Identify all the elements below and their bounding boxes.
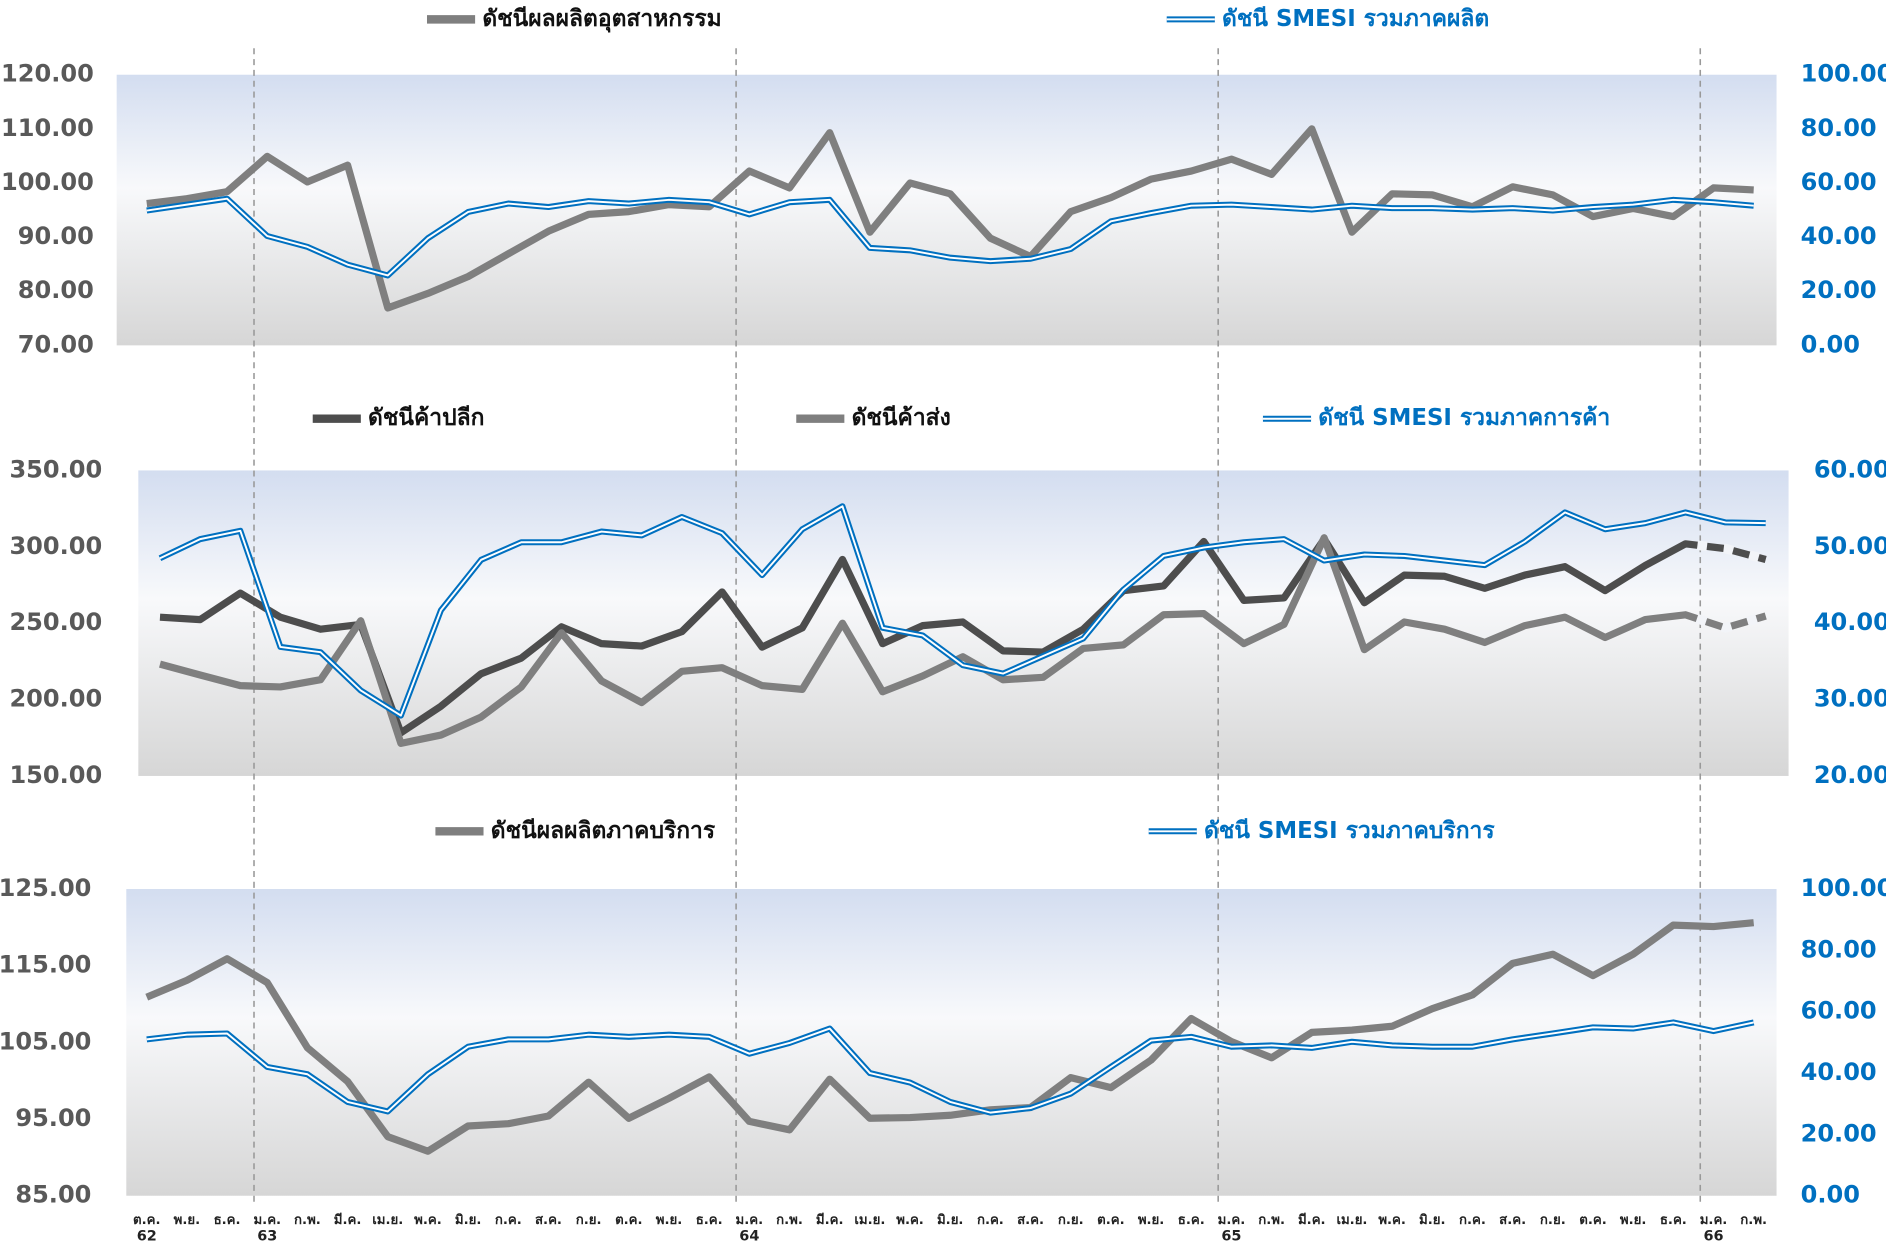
x-tick-label: ธ.ค. [1178,1213,1205,1228]
series-line-inner [159,505,1766,717]
x-tick-label: ก.ค. [1459,1213,1486,1228]
x-year-label: 63 [257,1229,277,1244]
y2-tick-label: 30.00 [1814,685,1886,713]
y-tick-label: 200.00 [9,685,102,713]
x-tick-label: พ.ย. [1138,1213,1165,1228]
y-tick-label: 115.00 [0,951,91,979]
x-tick-label: เม.ย. [1336,1213,1367,1228]
x-tick-label: ก.ย. [576,1213,602,1228]
series-line-inner [146,1021,1754,1114]
x-tick-label: ต.ค. [1579,1213,1606,1228]
legend-label: ดัชนีค้าส่ง [852,405,951,431]
y2-tick-label: 0.00 [1801,330,1860,358]
x-tick-label: ธ.ค. [1660,1213,1687,1228]
x-tick-label: ต.ค. [133,1213,160,1228]
x-tick-label: ก.พ. [776,1213,803,1228]
x-tick-label: พ.ค. [1378,1213,1406,1228]
y-tick-label: 90.00 [18,222,94,250]
y2-tick-label: 0.00 [1801,1181,1860,1209]
legend-label: ดัชนี SMESI รวมภาคผลิต [1222,6,1489,32]
x-tick-label: ม.ค. [253,1213,281,1228]
projection-gap [1683,610,1768,633]
y-tick-label: 150.00 [9,761,102,789]
x-year-label: 65 [1221,1229,1241,1244]
legend-label: ดัชนีค้าปลีก [368,405,484,431]
x-year-label: 64 [739,1229,759,1244]
y-tick-label: 125.00 [0,874,91,902]
x-tick-label: ส.ค. [535,1213,562,1228]
projection-gap [1684,539,1767,565]
x-tick-label: พ.ย. [174,1213,201,1228]
y-tick-label: 95.00 [15,1104,91,1132]
y-tick-label: 100.00 [1,168,94,196]
y2-tick-label: 20.00 [1814,761,1886,789]
x-tick-label: ก.พ. [1258,1213,1285,1228]
y2-tick-label: 40.00 [1801,1058,1877,1086]
y2-tick-label: 100.00 [1801,874,1886,902]
legend-label: ดัชนีผลผลิตอุตสาหกรรม [482,6,721,33]
y2-tick-label: 100.00 [1801,60,1886,88]
y2-tick-label: 60.00 [1801,168,1877,196]
series-line-inner [146,197,1754,277]
x-tick-label: มี.ค. [816,1212,844,1228]
x-tick-label: ส.ค. [1017,1213,1044,1228]
y-tick-label: 110.00 [1,114,94,142]
legend-label: ดัชนีผลผลิตภาคบริการ [491,818,716,844]
x-tick-label: มี.ค. [1298,1212,1326,1228]
y2-tick-label: 50.00 [1814,532,1886,560]
x-tick-label: พ.ย. [1620,1213,1647,1228]
x-tick-label: ก.ย. [1540,1213,1566,1228]
x-tick-label: ม.ค. [736,1213,764,1228]
x-tick-label: ต.ค. [615,1213,642,1228]
x-tick-label: ส.ค. [1499,1213,1526,1228]
plot-area [126,889,1777,1196]
y2-tick-label: 40.00 [1814,608,1886,636]
x-year-label: 62 [137,1229,157,1244]
x-tick-label: มิ.ย. [937,1213,964,1228]
x-tick-label: มี.ค. [334,1212,362,1228]
y-tick-label: 120.00 [1,60,94,88]
series-line [159,534,1767,747]
y-tick-label: 250.00 [9,608,102,636]
x-tick-label: ก.พ. [1740,1213,1767,1228]
x-tick-label: ธ.ค. [696,1213,723,1228]
x-tick-label: ก.พ. [294,1213,321,1228]
y2-tick-label: 60.00 [1814,455,1886,483]
x-tick-label: มิ.ย. [455,1213,482,1228]
y2-tick-label: 80.00 [1801,935,1877,963]
series-line [146,125,1754,312]
y-tick-label: 80.00 [18,276,94,304]
x-tick-label: มิ.ย. [1419,1213,1446,1228]
x-tick-label: พ.ค. [414,1213,442,1228]
x-tick-label: พ.ค. [896,1213,924,1228]
y2-tick-label: 20.00 [1801,276,1877,304]
x-tick-label: ม.ค. [1700,1213,1728,1228]
y2-tick-label: 20.00 [1801,1119,1877,1147]
y2-tick-label: 40.00 [1801,222,1877,250]
y-tick-label: 85.00 [15,1181,91,1209]
x-tick-label: พ.ย. [656,1213,683,1228]
y2-tick-label: 60.00 [1801,997,1877,1025]
x-tick-label: ก.ค. [495,1213,522,1228]
x-tick-label: ธ.ค. [214,1213,241,1228]
x-tick-label: เม.ย. [854,1213,885,1228]
x-tick-label: ก.ค. [977,1213,1004,1228]
y-tick-label: 70.00 [18,330,94,358]
legend-label: ดัชนี SMESI รวมภาคบริการ [1204,818,1495,844]
y2-tick-label: 80.00 [1801,114,1877,142]
x-year-label: 66 [1703,1229,1723,1244]
y-tick-label: 350.00 [9,455,102,483]
y-tick-label: 105.00 [0,1027,91,1055]
y-tick-label: 300.00 [9,532,102,560]
x-tick-label: ก.ย. [1058,1213,1084,1228]
legend-label: ดัชนี SMESI รวมภาคการค้า [1318,405,1610,431]
x-tick-label: ต.ค. [1097,1213,1124,1228]
x-tick-label: เม.ย. [372,1213,403,1228]
series-line [145,919,1755,1155]
series-line [159,535,1767,737]
x-tick-label: ม.ค. [1218,1213,1246,1228]
